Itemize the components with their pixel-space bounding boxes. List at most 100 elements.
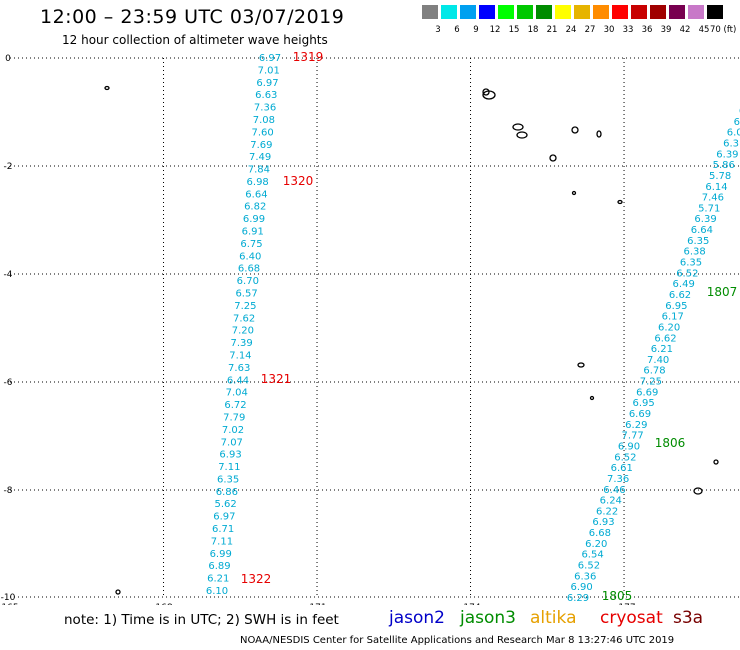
- swh-value: 6.72: [224, 400, 246, 411]
- swh-value: 6.: [734, 117, 740, 128]
- colorbar-label: 3: [435, 25, 441, 35]
- colorbar-label: 6: [454, 25, 460, 35]
- colorbar-label: 27: [584, 25, 596, 35]
- swh-value: 6.90: [571, 582, 593, 593]
- colorbar-label: 36: [641, 25, 653, 35]
- swh-value: 6.70: [237, 276, 259, 287]
- island-outline: [693, 487, 703, 495]
- swh-value: 6: [739, 106, 740, 117]
- swh-value: 7.25: [640, 377, 662, 388]
- island-outline: [577, 362, 585, 368]
- swh-value: 6.57: [235, 289, 257, 300]
- y-tick-label: -10: [1, 593, 16, 603]
- swh-value: 5.78: [709, 171, 731, 182]
- colorbar-swatch: [441, 5, 457, 19]
- colorbar-label: 18: [527, 25, 539, 35]
- swh-value: 7.11: [218, 462, 240, 473]
- swh-value: 6.97: [256, 78, 278, 89]
- x-tick-label: 165: [1, 603, 18, 605]
- swh-value: 6.93: [219, 450, 241, 461]
- island-outline: [571, 190, 577, 196]
- swh-value: 7.01: [258, 65, 280, 76]
- swh-value: 6.90: [618, 441, 640, 452]
- swh-value: 7.46: [702, 193, 724, 204]
- swh-value: 7.60: [251, 127, 273, 138]
- swh-value: 6.98: [247, 177, 269, 188]
- swh-value: 6.35: [687, 236, 709, 247]
- swh-value: 7.39: [231, 338, 253, 349]
- swh-value: 6.39: [716, 149, 738, 160]
- island-outline: [115, 589, 121, 595]
- swh-value: 7.84: [248, 165, 270, 176]
- swh-value: 7.11: [211, 536, 233, 547]
- swh-value: 6.52: [676, 268, 698, 279]
- swh-value: 7.49: [249, 152, 271, 163]
- swh-value: 6.39: [694, 214, 716, 225]
- swh-value: 6.54: [581, 550, 603, 561]
- pass-time-label: 1319: [293, 50, 324, 64]
- swh-value: 6.52: [578, 561, 600, 572]
- satellite-legend-s3a: s3a: [673, 608, 704, 628]
- swh-value: 6.97: [259, 53, 281, 64]
- swh-value: 6.99: [210, 549, 232, 560]
- swh-value: 6.38: [683, 247, 705, 258]
- swh-value: 6.68: [589, 528, 611, 539]
- swh-value: 6.49: [673, 279, 695, 290]
- y-tick-label: -8: [4, 486, 13, 496]
- swh-value: 7.69: [250, 140, 272, 151]
- colorbar-swatch: [669, 5, 685, 19]
- swh-value: 6.95: [632, 398, 654, 409]
- swh-value: 6.36: [574, 571, 596, 582]
- colorbar-swatch: [555, 5, 571, 19]
- island-outline: [516, 131, 528, 139]
- colorbar-swatch: [707, 5, 723, 19]
- x-tick-label: 177: [618, 603, 635, 605]
- swh-value: 7.36: [254, 103, 276, 114]
- island-outline: [571, 126, 579, 134]
- colorbar-label: 33: [622, 25, 634, 35]
- swh-value: 7.63: [228, 363, 250, 374]
- colorbar-swatch: [650, 5, 666, 19]
- swh-value: 6.52: [614, 452, 636, 463]
- swh-value: 6.29: [567, 593, 589, 604]
- swh-value: 7.25: [234, 301, 256, 312]
- swh-value: 6.14: [705, 182, 727, 193]
- swh-value: 7.04: [226, 388, 248, 399]
- x-tick-label: 168: [155, 603, 172, 605]
- swh-value: 6.63: [255, 90, 277, 101]
- satellite-legend-cryosat: cryosat: [600, 608, 663, 628]
- swh-value: 6.20: [658, 322, 680, 333]
- swh-value: 6.35: [217, 474, 239, 485]
- swh-value: 6.29: [625, 420, 647, 431]
- colorbar-swatch: [517, 5, 533, 19]
- swh-value: 7.62: [233, 313, 255, 324]
- swh-value: 6.21: [651, 344, 673, 355]
- pass-time-label: 1320: [283, 174, 314, 188]
- swh-value: 6.91: [242, 227, 264, 238]
- island-outline: [512, 123, 524, 131]
- swh-value: 7.07: [221, 437, 243, 448]
- colorbar-label: 70 (ft): [710, 25, 737, 35]
- swh-value: 6.35: [680, 258, 702, 269]
- x-tick-label: 171: [309, 603, 326, 605]
- swh-value: 6.93: [592, 517, 614, 528]
- colorbar-swatch: [688, 5, 704, 19]
- colorbar-swatch: [460, 5, 476, 19]
- swh-value: 7.40: [647, 355, 669, 366]
- swh-value: 6.64: [691, 225, 713, 236]
- colorbar-label: 42: [679, 25, 691, 35]
- swh-value: 6.69: [629, 409, 651, 420]
- swh-value: 6.62: [654, 333, 676, 344]
- colorbar-swatch: [612, 5, 628, 19]
- colorbar-swatch: [422, 5, 438, 19]
- colorbar-label: 21: [546, 25, 558, 35]
- swh-value: 6.82: [244, 202, 266, 213]
- colorbar-label: 24: [565, 25, 577, 35]
- island-outline: [617, 199, 623, 205]
- colorbar-swatch: [479, 5, 495, 19]
- colorbar-label: 12: [489, 25, 501, 35]
- note-text: note: 1) Time is in UTC; 2) SWH is in fe…: [64, 612, 339, 628]
- swh-value: 6.68: [238, 264, 260, 275]
- swh-value: 6.20: [585, 539, 607, 550]
- pass-time-label: 1322: [241, 572, 272, 586]
